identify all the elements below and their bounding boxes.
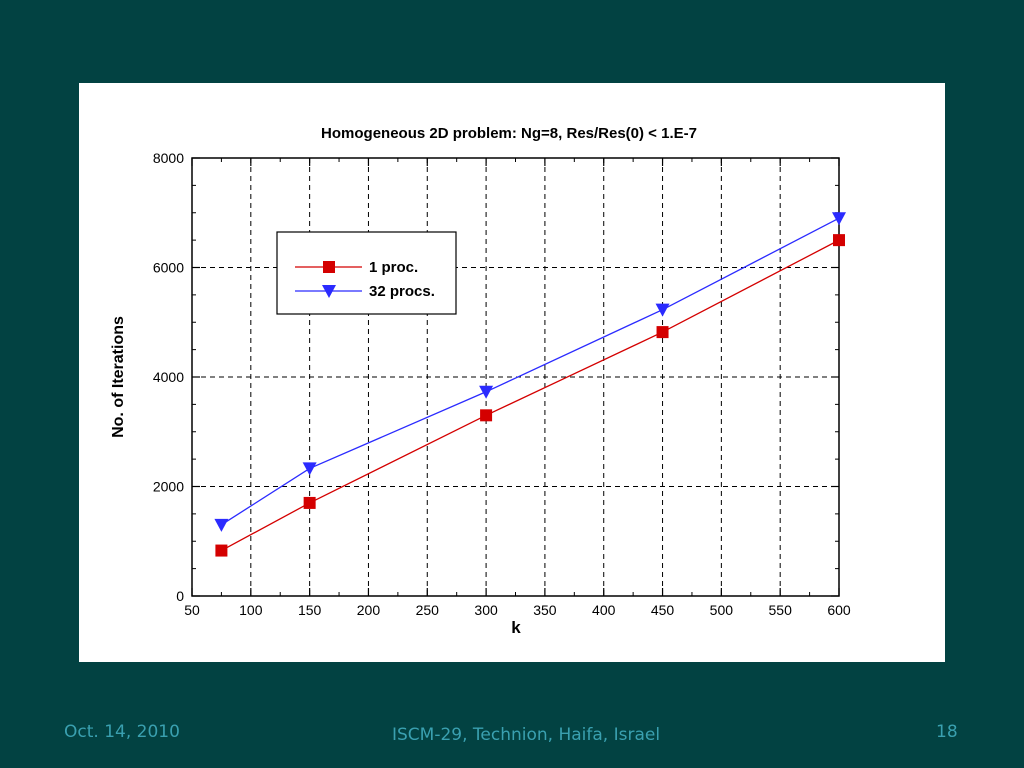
footer-venue: ISCM-29, Technion, Haifa, Israel [392, 725, 661, 745]
y-tick-label: 4000 [153, 369, 184, 385]
y-tick-label: 6000 [153, 260, 184, 276]
data-point-series-1 [655, 303, 670, 317]
axes: 50 100 150 200 250 300 350 400 450 500 550 60002000… [153, 150, 851, 618]
x-tick-label: 400 [592, 602, 616, 618]
data-point-series-0 [303, 496, 316, 509]
x-axis-label: k [511, 618, 521, 637]
data-point-series-1 [479, 385, 494, 399]
x-tick-label: 200 [357, 602, 381, 618]
footer-page-number: 18 [936, 722, 958, 742]
legend-label-1: 32 procs. [369, 283, 435, 300]
legend-marker-0 [323, 261, 335, 273]
x-tick-label: 300 [474, 602, 498, 618]
line-chart: 50 100 150 200 250 300 350 400 450 500 550 60002000… [110, 125, 851, 637]
legend-marker-1 [322, 285, 336, 298]
x-tick-label: 150 [298, 602, 322, 618]
x-tick-label: 50 [184, 602, 200, 618]
data-point-series-0 [480, 409, 493, 422]
data-point-series-0 [215, 544, 228, 557]
x-tick-label: 250 [416, 602, 440, 618]
legend: 1 proc. 32 procs. [276, 231, 457, 315]
y-tick-label: 2000 [153, 479, 184, 495]
x-tick-label: 100 [239, 602, 263, 618]
data-point-series-0 [656, 326, 669, 339]
y-tick-label: 0 [176, 588, 184, 604]
y-tick-label: 8000 [153, 150, 184, 166]
x-tick-label: 350 [533, 602, 557, 618]
chart-panel: 50 100 150 200 250 300 350 400 450 500 550 600 0 2000… [79, 83, 945, 662]
x-tick-label: 600 [827, 602, 851, 618]
data-point-series-1 [214, 518, 229, 532]
y-axis-label: No. of Iterations [110, 316, 127, 438]
grid [192, 158, 839, 596]
data-point-series-1 [302, 462, 317, 476]
x-tick-label: 500 [710, 602, 734, 618]
x-tick-label: 550 [769, 602, 793, 618]
data-point-series-0 [833, 234, 845, 247]
x-tick-label: 450 [651, 602, 675, 618]
series [214, 212, 846, 557]
legend-label-0: 1 proc. [369, 259, 418, 276]
data-point-series-1 [832, 212, 846, 226]
chart-title: Homogeneous 2D problem: Ng=8, Res/Res(0)… [321, 125, 697, 142]
footer-date: Oct. 14, 2010 [64, 722, 180, 742]
legend-box [276, 231, 457, 315]
